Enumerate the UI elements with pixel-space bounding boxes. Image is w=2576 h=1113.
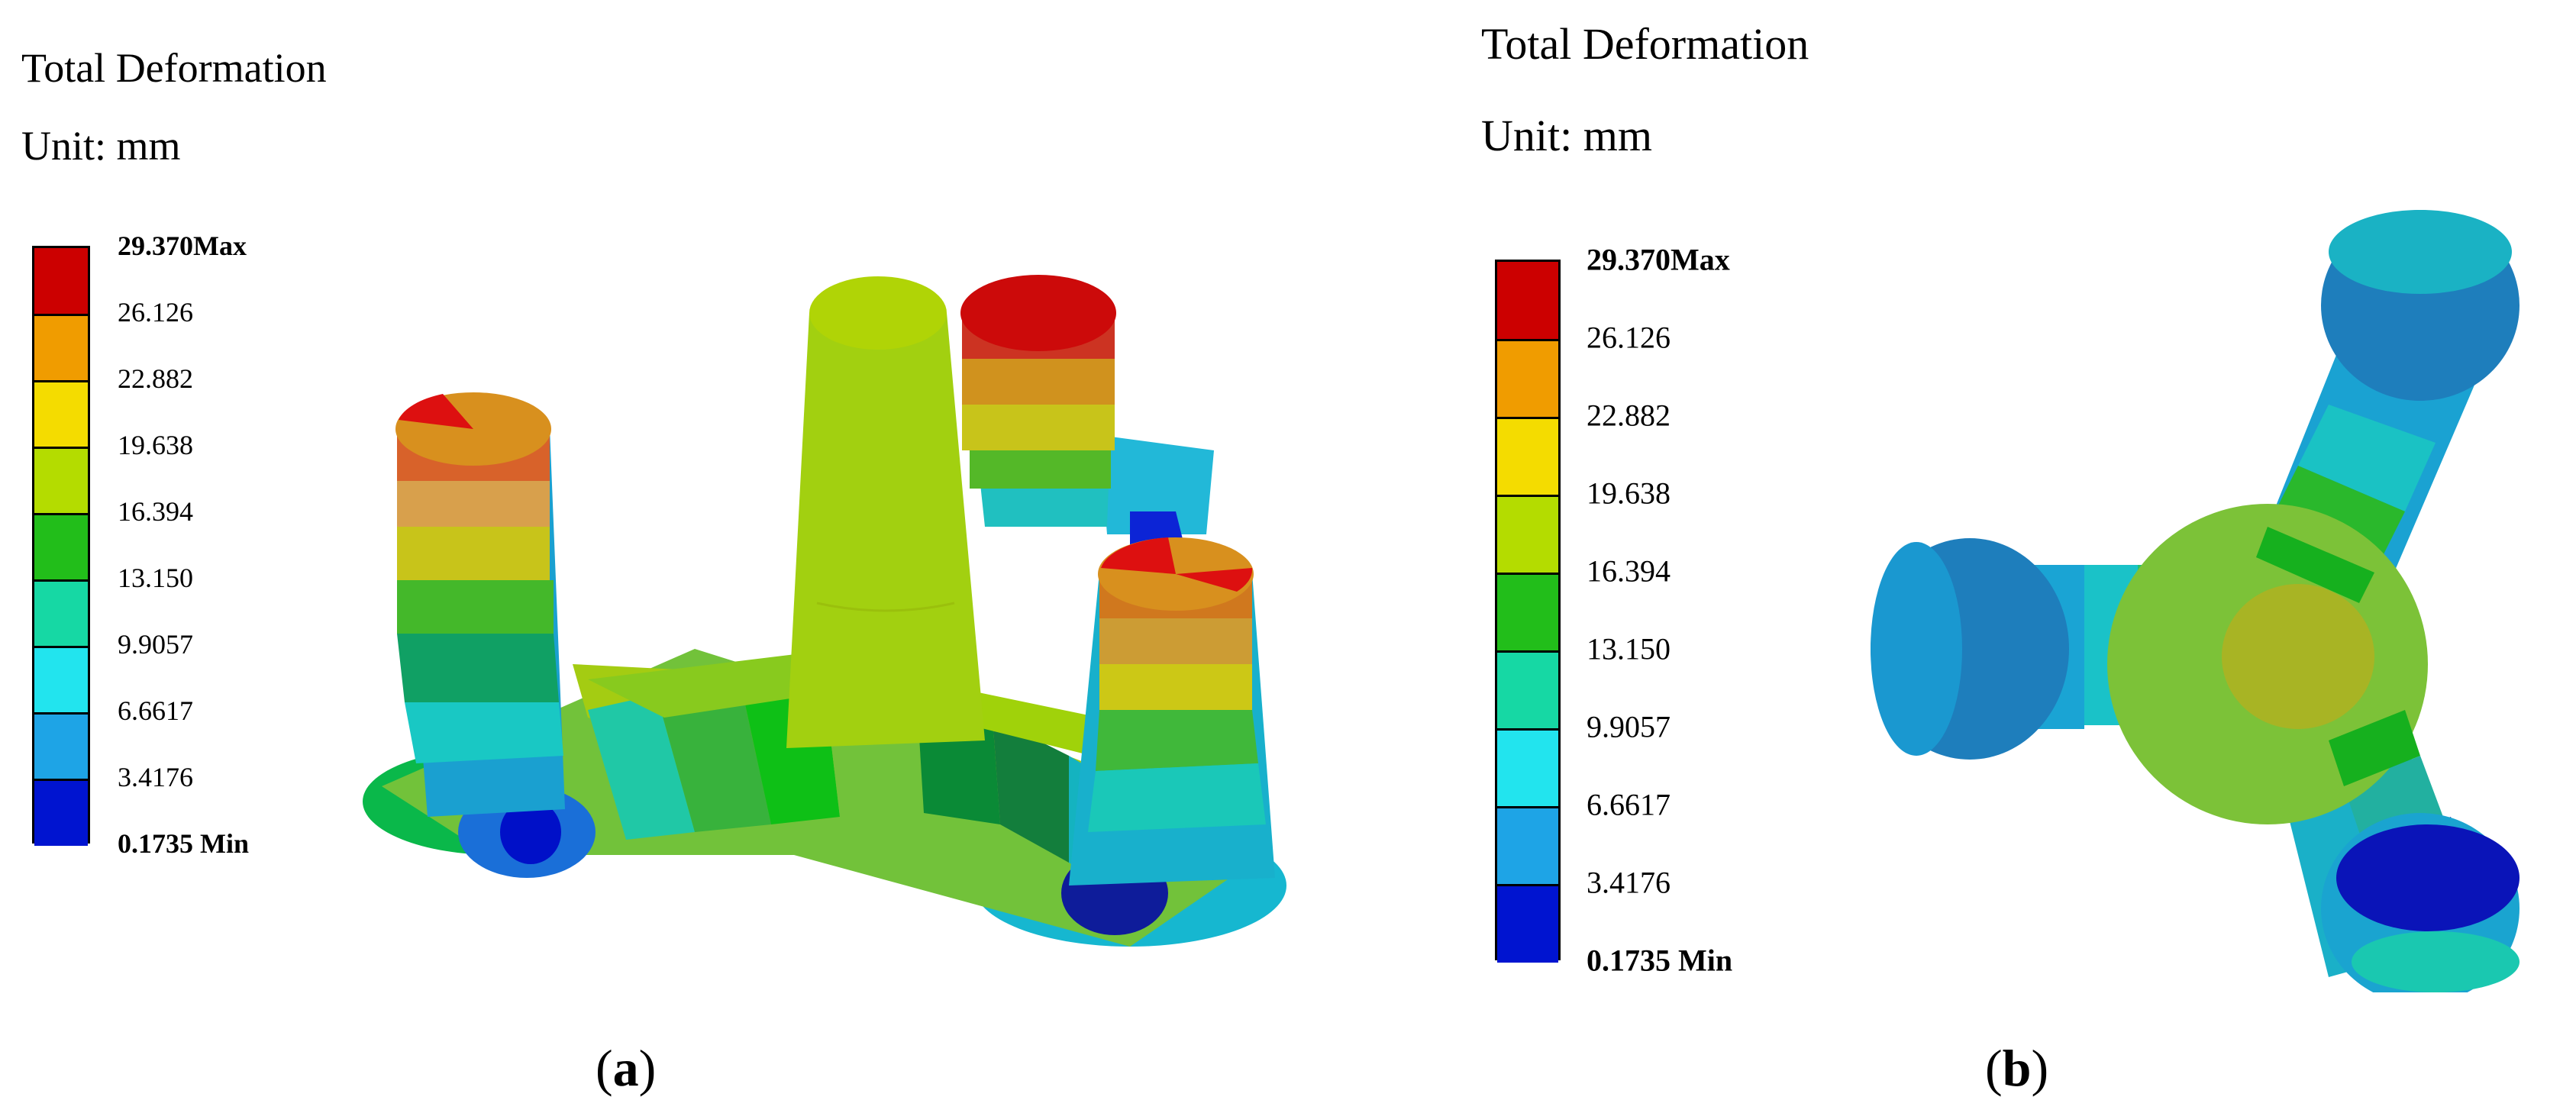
legend-label: 13.150: [1587, 631, 1671, 666]
panel-b-title: Total Deformation: [1481, 19, 1809, 69]
legend-label: 3.4176: [118, 762, 193, 792]
legend-label: 13.150: [118, 563, 193, 593]
panel-a-deformation-3d-model: [363, 275, 1286, 947]
panel-b-unit: Unit: mm: [1481, 111, 1652, 160]
legend-label: 29.370Max: [118, 231, 247, 261]
legend-color-bar: [32, 246, 90, 846]
panel-a-title: Total Deformation: [21, 45, 327, 91]
panel-a-unit: Unit: mm: [21, 123, 181, 169]
legend-label: 0.1735 Min: [1587, 943, 1733, 978]
legend-band: [1497, 340, 1558, 418]
legend-band: [34, 514, 88, 580]
panel-b-deformation-top-view: [1871, 210, 2520, 992]
legend-label: 22.882: [1587, 398, 1671, 433]
legend-band: [34, 580, 88, 647]
panel-a-caption: (a): [596, 1039, 657, 1097]
panel-a: Total Deformation Unit: mm 29.370Max 26.1…: [21, 45, 1286, 1097]
legend-label: 16.394: [1587, 553, 1671, 589]
legend-band: [1497, 418, 1558, 495]
legend-label: 19.638: [1587, 476, 1671, 511]
legend-band: [34, 647, 88, 713]
legend-label: 16.394: [118, 496, 193, 527]
legend-label: 26.126: [1587, 320, 1671, 355]
legend-band: [1497, 651, 1558, 729]
back-cylinder: [960, 275, 1214, 573]
legend-band: [34, 447, 88, 514]
panel-b-caption: (b): [1985, 1039, 2049, 1097]
legend-label: 29.370Max: [1587, 242, 1730, 277]
legend-band: [34, 381, 88, 447]
center-pillar: [786, 276, 985, 748]
legend-band: [1497, 885, 1558, 963]
legend-label: 0.1735 Min: [118, 828, 250, 859]
right-cylinder: [1069, 537, 1275, 886]
legend-label: 9.9057: [118, 629, 193, 660]
legend-label: 6.6617: [118, 695, 193, 726]
legend-band: [34, 315, 88, 381]
legend-label: 6.6617: [1587, 787, 1671, 822]
legend-label: 26.126: [118, 297, 193, 327]
legend-label: 9.9057: [1587, 709, 1671, 744]
legend-band: [1497, 573, 1558, 651]
legend-band: [1497, 807, 1558, 885]
legend-band: [1497, 262, 1558, 340]
legend-color-bar: [1495, 260, 1561, 963]
legend-label: 19.638: [118, 430, 193, 460]
left-cylinder: [395, 392, 565, 817]
legend-label: 3.4176: [1587, 865, 1671, 900]
legend-band: [34, 779, 88, 846]
legend-band: [34, 713, 88, 779]
legend-band: [1497, 729, 1558, 807]
legend-label: 22.882: [118, 363, 193, 394]
legend-band: [1497, 495, 1558, 573]
panel-b: Total Deformation Unit: mm 29.370Max 26.1…: [1458, 0, 2576, 1113]
legend-band: [34, 248, 88, 315]
